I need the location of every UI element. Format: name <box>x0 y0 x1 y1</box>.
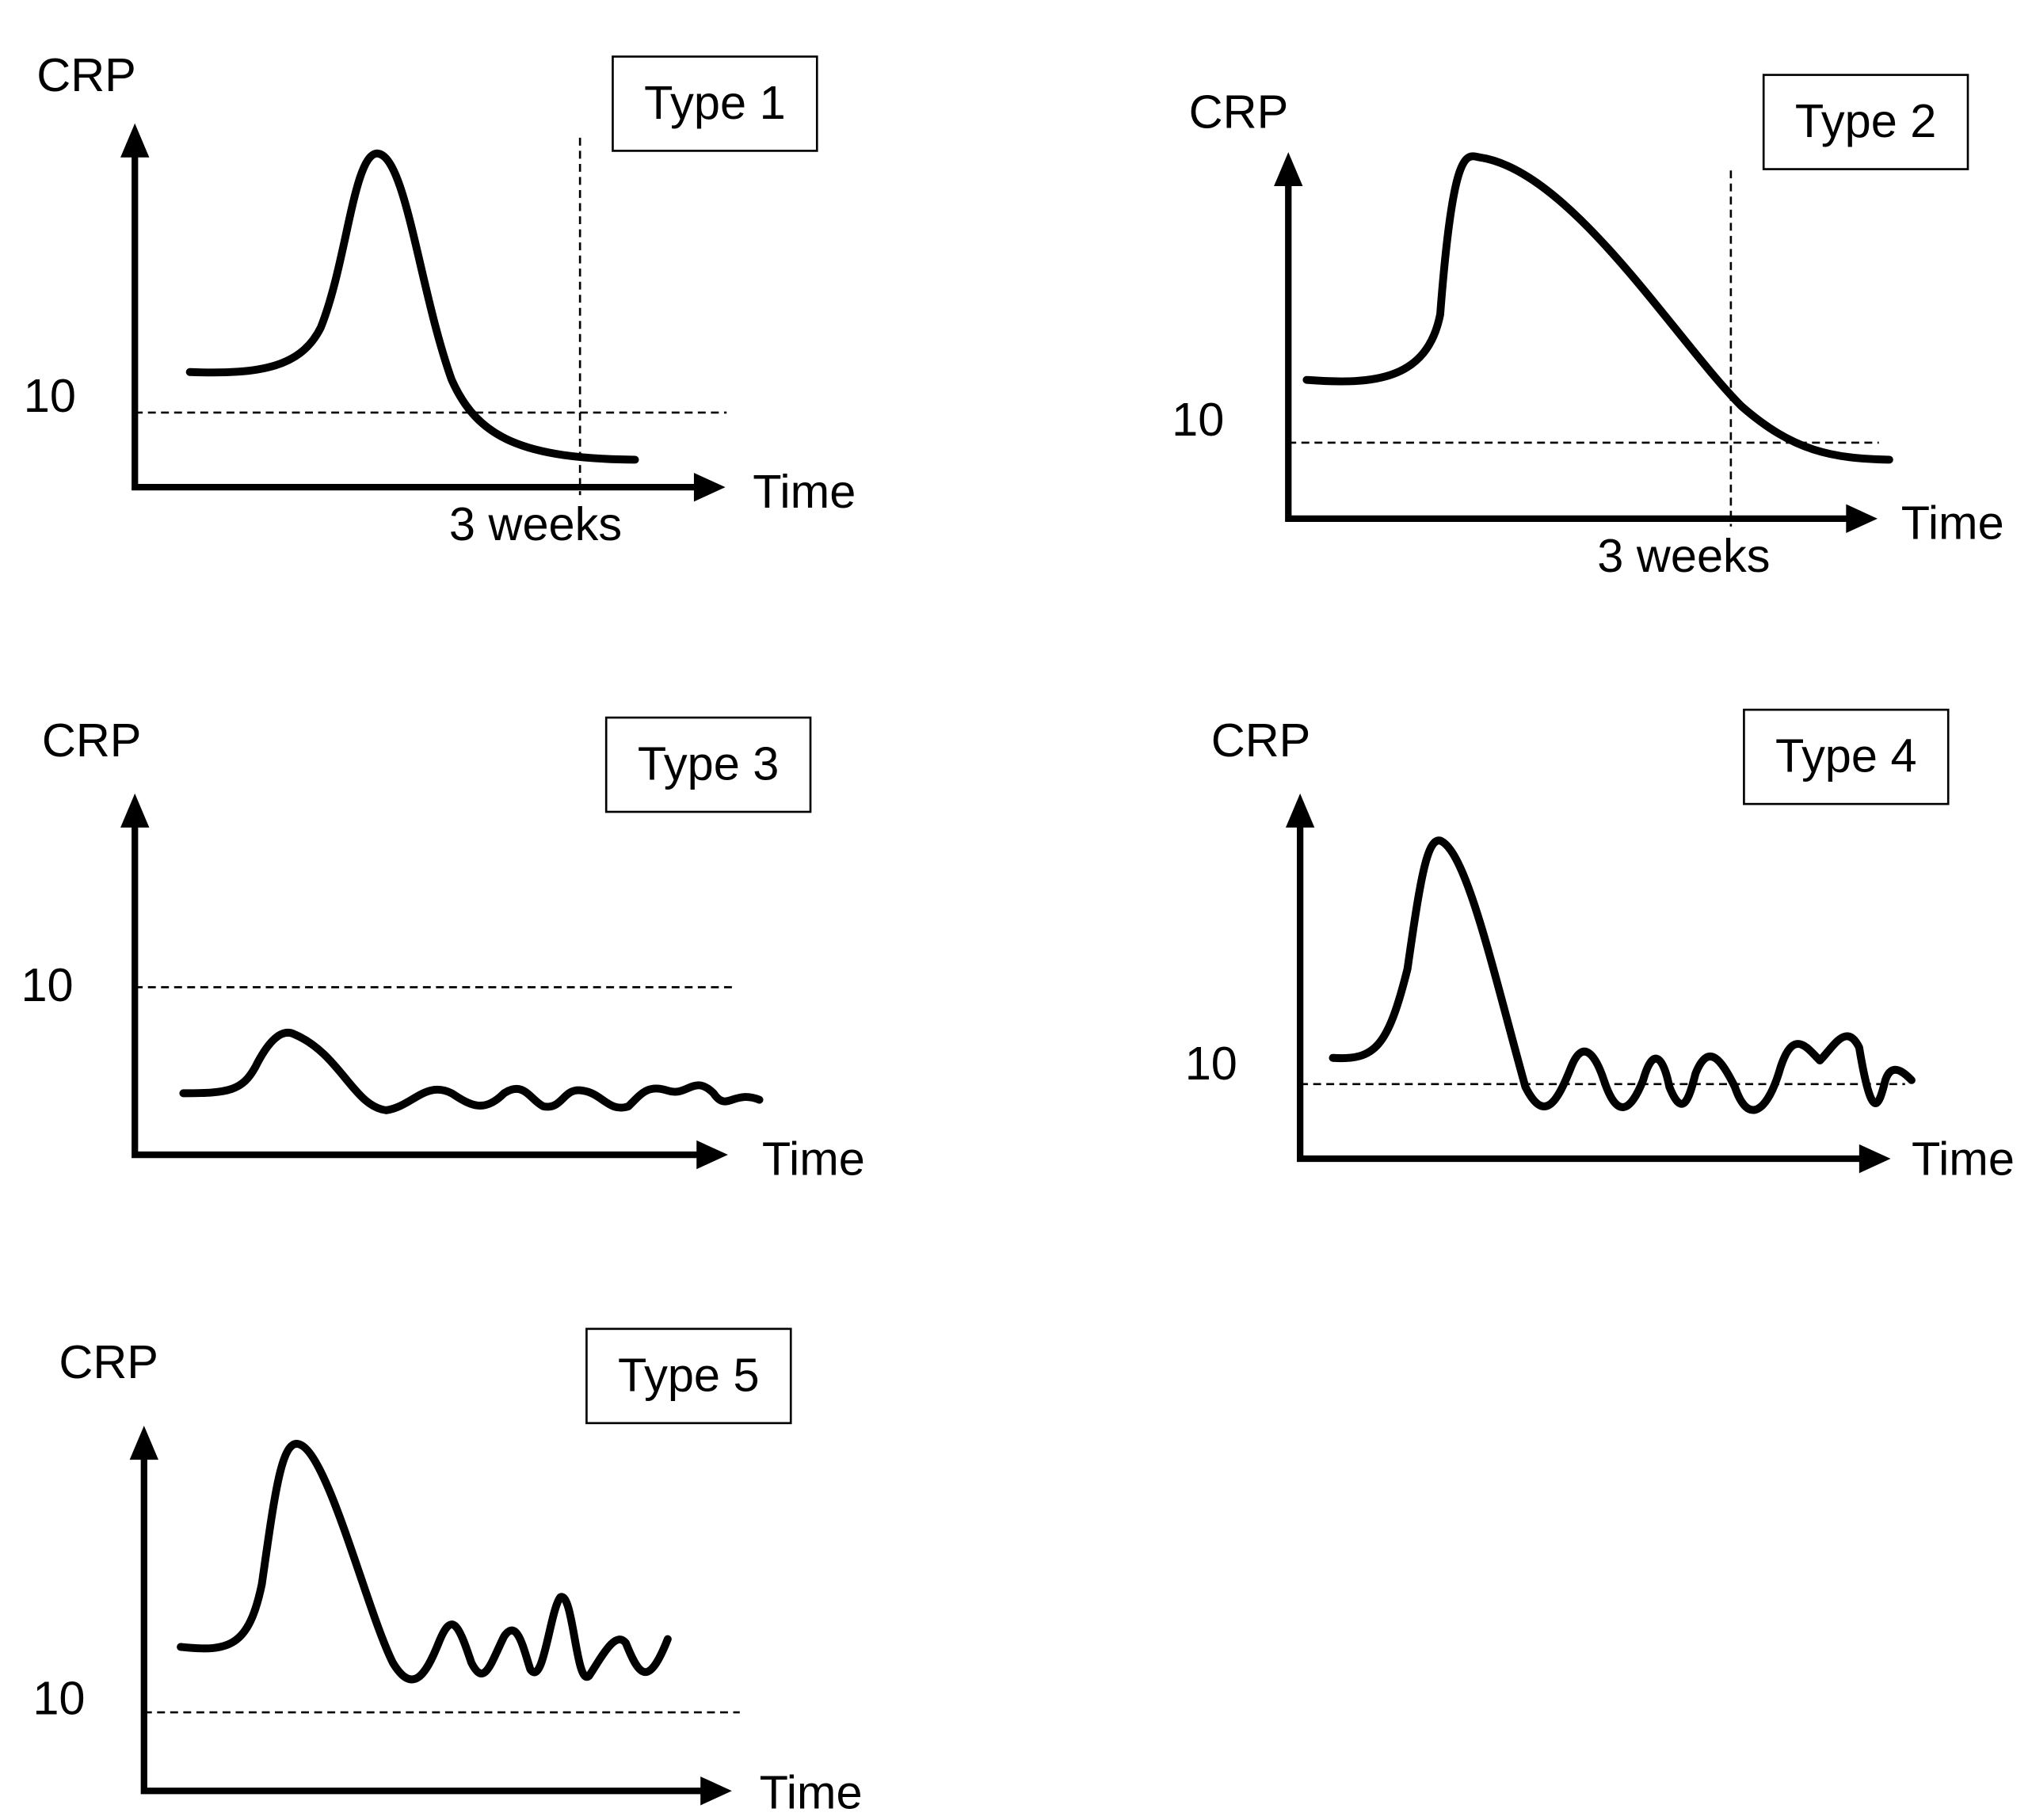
type-label: Type 1 <box>644 76 786 129</box>
panel: CRP 10 Time 3 weeks Type 2 <box>1172 74 2004 582</box>
x-axis-label: Time <box>753 465 856 518</box>
x-axis-label: Time <box>1912 1133 2015 1186</box>
x-arrow <box>1846 504 1878 534</box>
y-arrow <box>1285 793 1315 828</box>
axes <box>1297 814 1873 1163</box>
time-marker-label: 3 weeks <box>1597 529 1770 582</box>
x-axis-label: Time <box>760 1766 863 1819</box>
axes <box>1285 173 1859 522</box>
crp-curve <box>1329 836 1916 1114</box>
threshold-label: 10 <box>21 958 73 1011</box>
y-arrow <box>1274 152 1303 187</box>
type-label: Type 4 <box>1775 729 1917 782</box>
x-axis-label: Time <box>762 1133 865 1186</box>
axes <box>132 814 710 1159</box>
panel: CRP 10 Time 3 weeks Type 1 <box>24 48 856 550</box>
type-box <box>1762 74 1969 170</box>
crp-curve <box>1302 152 1893 464</box>
y-arrow <box>120 793 150 828</box>
crp-curve <box>185 149 639 464</box>
type-box <box>585 1327 792 1425</box>
y-arrow <box>129 1426 158 1460</box>
y-axis-label: CRP <box>1211 714 1311 767</box>
type-label: Type 5 <box>618 1348 760 1401</box>
x-axis-label: Time <box>1901 496 2004 549</box>
threshold-label: 10 <box>24 369 76 422</box>
axes <box>140 1446 714 1795</box>
y-axis-label: CRP <box>36 48 136 101</box>
panel: CRP 10 Time Type 3 <box>21 714 864 1186</box>
y-arrow <box>120 123 150 158</box>
y-axis-label: CRP <box>1189 86 1289 139</box>
type-box <box>1743 708 1950 805</box>
crp-curve <box>179 1029 764 1114</box>
type-label: Type 2 <box>1795 94 1937 147</box>
type-label: Type 3 <box>638 737 780 790</box>
x-arrow <box>700 1776 732 1806</box>
type-box <box>612 55 818 152</box>
x-arrow <box>696 1140 728 1170</box>
time-marker-label: 3 weeks <box>449 497 622 550</box>
x-arrow <box>693 472 726 502</box>
panel: CRP 10 Time Type 4 <box>1185 708 2015 1186</box>
threshold-label: 10 <box>1172 393 1224 446</box>
y-axis-label: CRP <box>42 714 142 767</box>
x-arrow <box>1859 1144 1891 1174</box>
panel: CRP 10 Time Type 5 <box>32 1327 863 1819</box>
threshold-label: 10 <box>1185 1037 1237 1090</box>
crp-curve <box>177 1440 672 1684</box>
threshold-label: 10 <box>32 1672 85 1725</box>
type-box <box>604 716 812 813</box>
axes <box>132 144 707 491</box>
y-axis-label: CRP <box>59 1335 158 1388</box>
